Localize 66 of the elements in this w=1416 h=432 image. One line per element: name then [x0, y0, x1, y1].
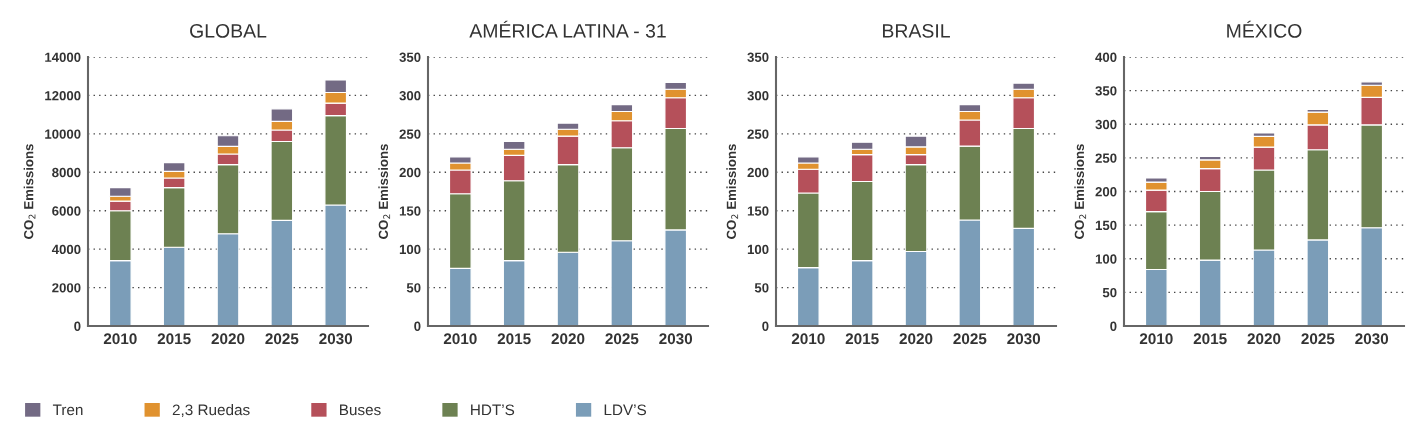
y-tick-label: 300 [399, 91, 421, 101]
x-tick-label: 2030 [319, 333, 353, 345]
y-tick-label: 0 [74, 321, 81, 331]
y-tick-label: 300 [1095, 119, 1117, 130]
y-tick-label: 350 [1095, 86, 1117, 96]
x-tick-label: 2020 [899, 333, 933, 345]
x-tick-label: 2025 [265, 333, 299, 345]
x-tick-label: 2025 [605, 333, 639, 345]
y-tick-label: 0 [762, 321, 769, 331]
x-tick-label: 2010 [103, 333, 137, 345]
y-tick-label: 150 [1095, 220, 1117, 231]
legend-label: 2,3 Ruedas [172, 404, 250, 418]
y-tick-label: 100 [399, 244, 421, 255]
y-tick-label: 150 [399, 206, 421, 216]
y-tick-label: 350 [399, 52, 421, 62]
y-tick-label: 100 [747, 244, 769, 255]
x-tick-label: 2020 [211, 333, 245, 345]
y-tick-label: 14000 [45, 52, 81, 62]
x-tick-label: 2030 [1355, 333, 1389, 345]
y-tick-label: 0 [414, 321, 421, 331]
x-tick-label: 2020 [1247, 333, 1281, 345]
x-tick-label: 2015 [1193, 333, 1227, 345]
y-tick-label: 0 [1110, 321, 1117, 331]
x-tick-label: 2015 [845, 333, 879, 345]
y-axis-title: CO$_{2}$ Emissions [378, 144, 391, 239]
x-tick-label: 2025 [1301, 333, 1335, 345]
chart-title: BRASIL [883, 23, 950, 38]
x-tick-label: 2010 [791, 333, 825, 345]
legend-label: HDT’S [471, 404, 515, 416]
legend-label: Buses [340, 404, 381, 416]
y-tick-label: 12000 [45, 91, 81, 101]
y-tick-label: 4000 [51, 244, 81, 255]
y-tick-label: 8000 [52, 167, 81, 178]
x-tick-label: 2010 [443, 333, 477, 345]
chart-title: AMÉRICA LATINA - 31 [469, 20, 666, 38]
x-tick-label: 2030 [1007, 333, 1041, 345]
chart-title: GLOBAL [190, 23, 267, 38]
y-tick-label: 2000 [52, 283, 81, 293]
y-tick-label: 200 [1095, 187, 1117, 197]
y-axis-title: CO$_{2}$ Emissions [23, 144, 36, 239]
y-tick-label: 150 [747, 206, 769, 216]
x-tick-label: 2015 [497, 333, 531, 345]
y-tick-label: 100 [1095, 254, 1117, 264]
y-tick-label: 50 [754, 283, 769, 293]
y-tick-label: 250 [747, 129, 769, 139]
y-tick-label: 250 [1095, 153, 1117, 163]
y-tick-label: 350 [747, 52, 769, 62]
y-tick-label: 250 [399, 129, 421, 139]
y-tick-label: 400 [1095, 52, 1117, 62]
y-axis-title: CO$_{2}$ Emissions [1074, 144, 1087, 239]
y-axis-title: CO$_{2}$ Emissions [726, 144, 739, 239]
y-tick-label: 200 [399, 167, 421, 178]
legend-label: LDV’S [604, 404, 647, 416]
x-tick-label: 2010 [1139, 333, 1173, 345]
x-tick-label: 2020 [551, 333, 585, 345]
y-tick-label: 10000 [45, 129, 81, 139]
legend-label: Tren [52, 404, 83, 416]
y-tick-label: 200 [747, 167, 769, 178]
chart-title: MÉXICO [1227, 20, 1302, 38]
y-tick-label: 50 [406, 283, 421, 293]
x-tick-label: 2025 [953, 333, 987, 345]
y-tick-label: 6000 [52, 206, 81, 216]
x-tick-label: 2030 [659, 333, 693, 345]
x-tick-label: 2015 [157, 333, 191, 345]
y-tick-label: 300 [747, 91, 769, 101]
y-tick-label: 50 [1102, 287, 1117, 298]
